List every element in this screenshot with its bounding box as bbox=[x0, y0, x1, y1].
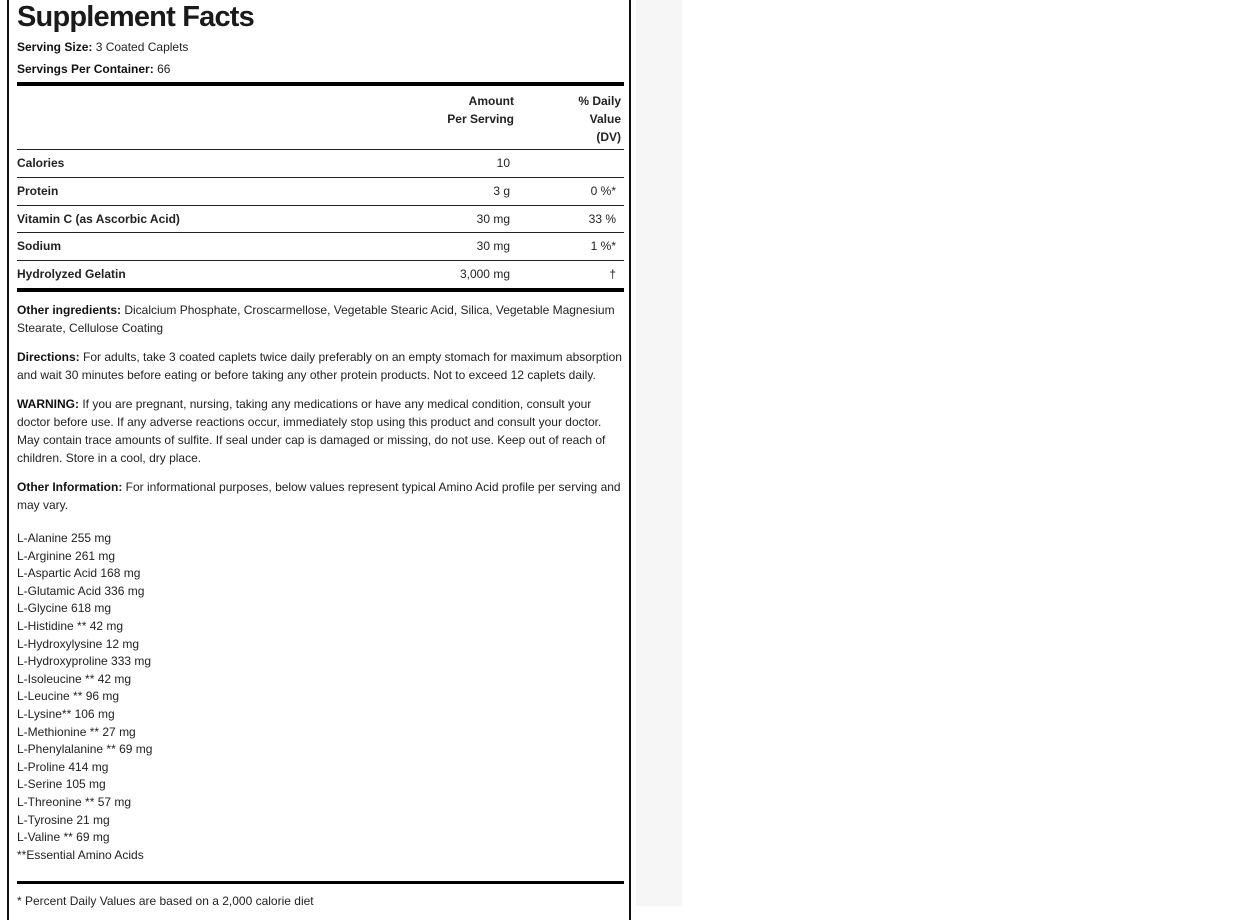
panel-title: Supplement Facts bbox=[17, 1, 255, 33]
nutrient-amount: 30 mg bbox=[476, 239, 510, 253]
nutrient-amount: 3 g bbox=[493, 184, 510, 198]
amount-header-line: Amount bbox=[468, 94, 514, 108]
amount-header-line: Per Serving bbox=[447, 112, 514, 126]
divider bbox=[17, 149, 624, 150]
warning-text: If you are pregnant, nursing, taking any… bbox=[17, 397, 606, 465]
other-information: Other Information: For informational pur… bbox=[17, 478, 624, 514]
nutrient-dv: 1 %* bbox=[590, 239, 616, 253]
amino-acid-item: L-Threonine ** 57 mg bbox=[17, 794, 132, 809]
amino-acid-item: L-Isoleucine ** 42 mg bbox=[17, 671, 132, 686]
nutrient-dv: 33 % bbox=[588, 212, 616, 226]
other-ingredients-text: Dicalcium Phosphate, Croscarmellose, Veg… bbox=[17, 303, 615, 335]
nutrient-amount: 3,000 mg bbox=[459, 267, 510, 281]
table-row: Sodium 30 mg 1 %* bbox=[17, 232, 624, 259]
servings-value: 66 bbox=[157, 62, 171, 76]
serving-size-label: Serving Size: bbox=[17, 40, 93, 54]
table-row: Hydrolyzed Gelatin 3,000 mg † bbox=[17, 260, 624, 287]
serving-size-value: 3 Coated Caplets bbox=[95, 40, 189, 54]
table-row: Protein 3 g 0 %* bbox=[17, 177, 624, 204]
divider bbox=[17, 232, 624, 233]
directions-text: For adults, take 3 coated caplets twice … bbox=[17, 350, 622, 382]
amount-header: Amount Per Serving bbox=[447, 92, 514, 128]
nutrient-amount: 10 bbox=[496, 156, 510, 170]
nutrient-amount: 30 mg bbox=[476, 212, 510, 226]
amino-acid-item: L-Arginine 261 mg bbox=[17, 548, 116, 563]
nutrient-name: Hydrolyzed Gelatin bbox=[17, 267, 126, 281]
divider-thick bbox=[17, 82, 624, 86]
divider-thick bbox=[17, 288, 624, 292]
nutrient-name: Protein bbox=[17, 184, 59, 198]
amino-acid-item: L-Histidine ** 42 mg bbox=[17, 618, 124, 633]
directions-label: Directions: bbox=[17, 350, 80, 364]
amino-acid-item: L-Phenylalanine ** 69 mg bbox=[17, 742, 153, 757]
amino-acid-item: L-Hydroxyproline 333 mg bbox=[17, 654, 152, 669]
amino-acid-item: L-Glutamic Acid 336 mg bbox=[17, 583, 145, 598]
dv-header-line: % Daily bbox=[578, 94, 621, 108]
amino-acid-item: L-Serine 105 mg bbox=[17, 777, 106, 792]
nutrient-dv: † bbox=[609, 267, 616, 281]
dv-header-line: Value bbox=[589, 112, 621, 126]
other-ingredients: Other ingredients: Dicalcium Phosphate, … bbox=[17, 301, 624, 337]
amino-acid-item: L-Valine ** 69 mg bbox=[17, 830, 110, 845]
divider-thick bbox=[17, 881, 624, 884]
warning-label: WARNING: bbox=[17, 397, 79, 411]
amino-acid-list: L-Alanine 255 mg L-Arginine 261 mg L-Aspar… bbox=[17, 530, 152, 864]
amino-acid-item: L-Aspartic Acid 168 mg bbox=[17, 566, 141, 581]
divider bbox=[17, 205, 624, 206]
amino-acid-item: L-Leucine ** 96 mg bbox=[17, 689, 120, 704]
servings-per-container: Servings Per Container: 66 bbox=[17, 62, 170, 76]
amino-acid-item: L-Tyrosine 21 mg bbox=[17, 812, 110, 827]
amino-acid-item: **Essential Amino Acids bbox=[17, 847, 144, 862]
nutrient-name: Vitamin C (as Ascorbic Acid) bbox=[17, 212, 180, 226]
amino-acid-item: L-Hydroxylysine 12 mg bbox=[17, 636, 140, 651]
table-row: Calories 10 bbox=[17, 149, 624, 176]
other-information-label: Other Information: bbox=[17, 480, 123, 494]
directions: Directions: For adults, take 3 coated ca… bbox=[17, 348, 624, 384]
divider bbox=[17, 177, 624, 178]
amino-acid-item: L-Methionine ** 27 mg bbox=[17, 724, 136, 739]
warning: WARNING: If you are pregnant, nursing, t… bbox=[17, 395, 624, 467]
serving-size: Serving Size: 3 Coated Caplets bbox=[17, 40, 188, 54]
page-gutter bbox=[636, 0, 682, 906]
table-row: Vitamin C (as Ascorbic Acid) 30 mg 33 % bbox=[17, 205, 624, 232]
nutrient-name: Sodium bbox=[17, 239, 61, 253]
dv-header: % Daily Value (DV) bbox=[578, 92, 621, 146]
dv-header-line: (DV) bbox=[596, 130, 621, 144]
footnote: * Percent Daily Values are based on a 2,… bbox=[17, 894, 314, 908]
amino-acid-item: L-Lysine** 106 mg bbox=[17, 706, 115, 721]
other-ingredients-label: Other ingredients: bbox=[17, 303, 122, 317]
amino-acid-item: L-Glycine 618 mg bbox=[17, 601, 112, 616]
supplement-facts-panel bbox=[7, 0, 631, 920]
divider bbox=[17, 260, 624, 261]
servings-label: Servings Per Container: bbox=[17, 62, 154, 76]
amino-acid-item: L-Proline 414 mg bbox=[17, 759, 109, 774]
nutrient-dv: 0 %* bbox=[590, 184, 616, 198]
nutrient-name: Calories bbox=[17, 156, 65, 170]
other-information-text: For informational purposes, below values… bbox=[17, 480, 621, 512]
amino-acid-item: L-Alanine 255 mg bbox=[17, 531, 112, 545]
